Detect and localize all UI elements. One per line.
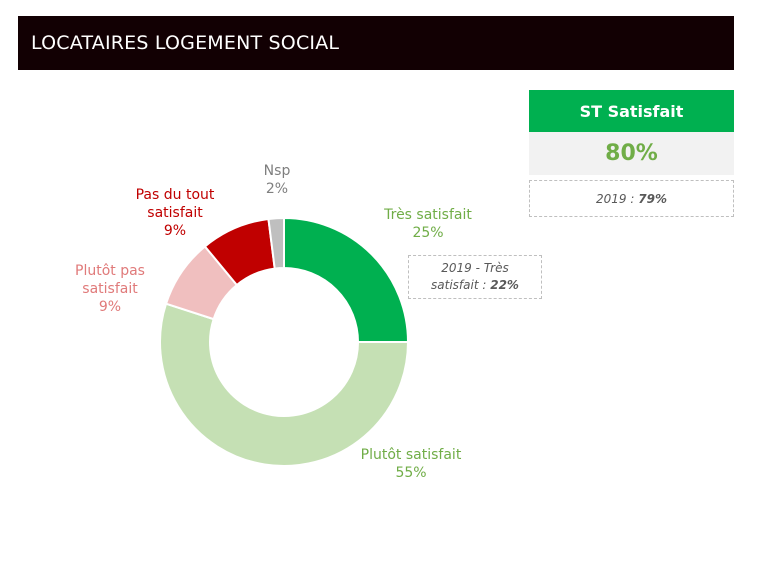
- summary-prev-value: 79%: [638, 191, 667, 206]
- donut-slice-plut-t-satisfait: [159, 302, 410, 467]
- slice-label-value: 25%: [412, 225, 444, 241]
- annotation-line1: 2019 - Très: [441, 261, 509, 275]
- annotation-line2: satisfait : 22%: [409, 277, 541, 294]
- previous-year-annotation: 2019 - Très satisfait : 22%: [408, 255, 542, 299]
- annotation-prefix: satisfait :: [431, 278, 491, 292]
- slice-label-plutot-pas-satisfait: Plutôt pas satisfait 9%: [60, 262, 160, 316]
- slice-label-tres-satisfait: Très satisfait 25%: [368, 206, 488, 242]
- slice-label-text: Plutôt satisfait: [360, 447, 462, 463]
- page-title: LOCATAIRES LOGEMENT SOCIAL: [31, 32, 340, 54]
- slice-label-value: 9%: [163, 223, 187, 239]
- slice-label-text: Très satisfait: [384, 207, 472, 223]
- slice-label-pas-du-tout-satisfait: Pas du tout satisfait 9%: [120, 186, 230, 240]
- slice-label-value: 2%: [265, 181, 289, 197]
- slice-label-value: 9%: [98, 299, 122, 315]
- slice-label-plutot-satisfait: Plutôt satisfait 55%: [346, 446, 476, 482]
- slice-label-text: Pas du tout: [135, 187, 215, 203]
- summary-previous-year: 2019 : 79%: [529, 180, 734, 217]
- summary-prev-prefix: 2019 :: [596, 191, 635, 206]
- slice-label-value: 55%: [395, 465, 427, 481]
- slice-label-text: satisfait: [82, 281, 138, 297]
- slice-label-text: satisfait: [147, 205, 203, 221]
- summary-title: ST Satisfait: [529, 90, 734, 132]
- satisfaction-summary: ST Satisfait 80% 2019 : 79%: [529, 90, 734, 217]
- summary-value: 80%: [529, 132, 734, 175]
- page-title-bar: LOCATAIRES LOGEMENT SOCIAL: [18, 16, 734, 70]
- slice-label-text: Nsp: [263, 163, 291, 179]
- slice-label-text: Plutôt pas: [75, 263, 145, 279]
- donut-slice-nsp: [267, 216, 285, 270]
- annotation-value: 22%: [490, 278, 519, 292]
- slice-label-nsp: Nsp 2%: [247, 162, 307, 198]
